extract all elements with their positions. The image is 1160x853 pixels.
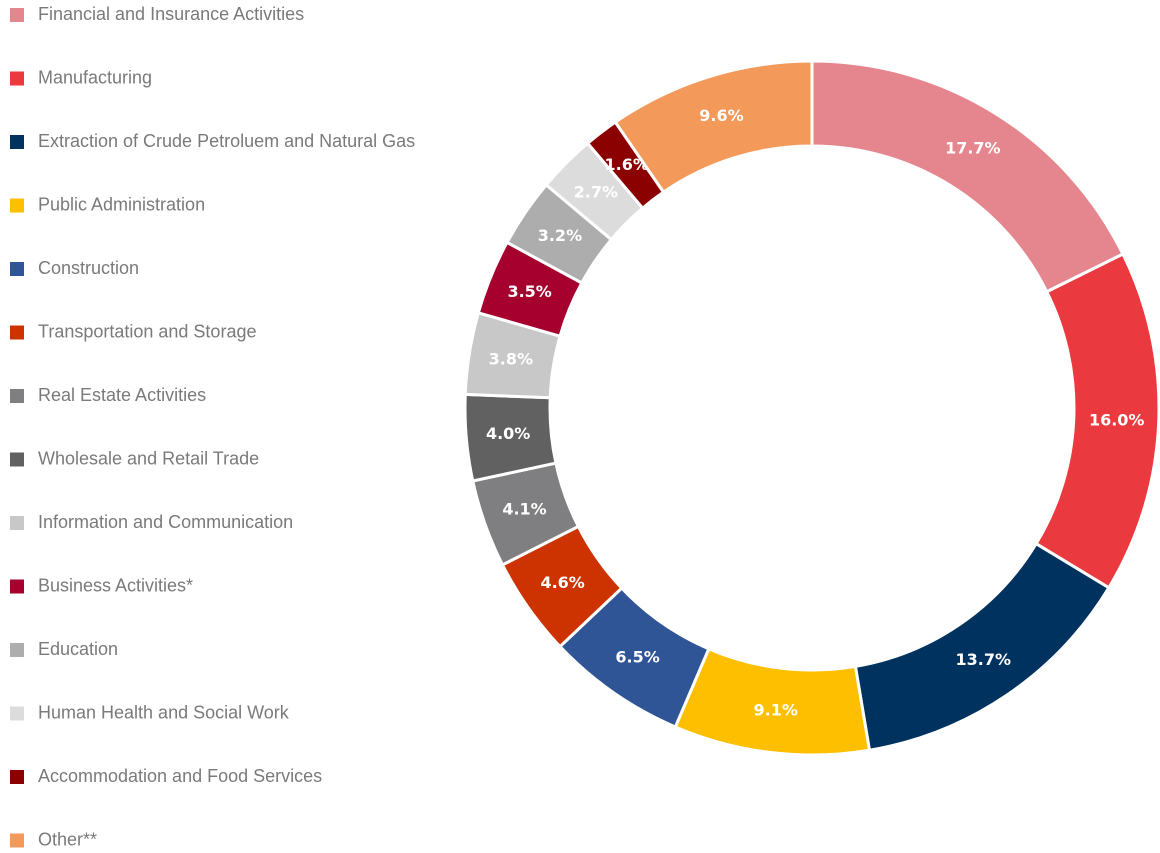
legend-swatch <box>10 325 24 340</box>
legend-swatch <box>10 643 24 657</box>
legend-swatch <box>10 833 24 848</box>
value-label: 13.7% <box>956 650 1012 669</box>
value-label: 3.8% <box>489 349 533 368</box>
legend-label: Education <box>38 639 118 659</box>
legend-label: Public Administration <box>38 194 205 214</box>
slice <box>810 59 1125 294</box>
legend-swatch <box>10 706 24 721</box>
value-label: 6.5% <box>615 648 659 667</box>
legend-label: Wholesale and Retail Trade <box>38 448 259 468</box>
value-label: 9.1% <box>754 700 798 719</box>
legend-label: Transportation and Storage <box>38 321 256 341</box>
legend-swatch <box>10 135 24 149</box>
legend-swatch <box>10 579 24 594</box>
legend-label: Information and Communication <box>38 512 293 532</box>
value-label: 17.7% <box>945 138 1001 157</box>
value-label: 16.0% <box>1089 410 1145 429</box>
value-label: 9.6% <box>699 106 743 125</box>
value-label: 2.7% <box>574 182 618 201</box>
legend-swatch <box>10 770 24 784</box>
slice <box>853 541 1111 752</box>
value-label: 3.5% <box>507 282 551 301</box>
legend-label: Extraction of Crude Petroluem and Natura… <box>38 131 415 151</box>
legend-swatch <box>10 389 24 403</box>
legend-swatch <box>10 516 24 530</box>
legend-label: Accommodation and Food Services <box>38 766 322 786</box>
legend-label: Financial and Insurance Activities <box>38 4 304 24</box>
legend-swatch <box>10 262 24 276</box>
legend-swatch <box>10 71 24 86</box>
slice <box>613 59 814 195</box>
legend-label: Human Health and Social Work <box>38 702 290 722</box>
legend-swatch <box>10 8 24 22</box>
value-label: 4.1% <box>502 499 546 518</box>
legend-swatch <box>10 452 24 467</box>
value-label: 4.0% <box>486 424 530 443</box>
legend-label: Construction <box>38 258 139 278</box>
legend-label: Other** <box>38 829 97 849</box>
legend-swatch <box>10 198 24 213</box>
legend-label: Manufacturing <box>38 67 152 87</box>
legend-label: Real Estate Activities <box>38 385 206 405</box>
legend-label: Business Activities* <box>38 575 193 595</box>
value-label: 1.6% <box>605 155 649 174</box>
value-label: 3.2% <box>538 226 582 245</box>
value-label: 4.6% <box>540 573 584 592</box>
